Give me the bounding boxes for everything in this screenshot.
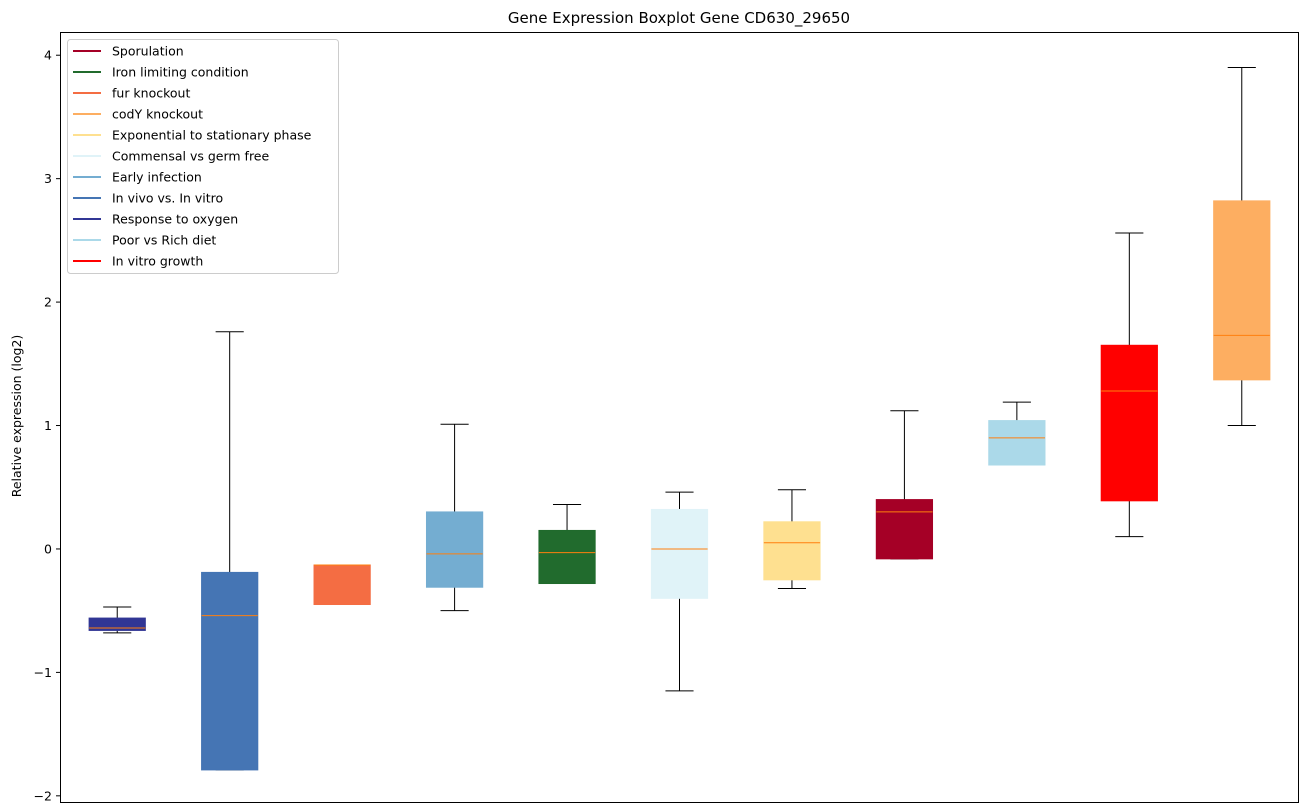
box-iqr <box>538 529 596 585</box>
box-iqr <box>1100 344 1158 502</box>
y-tick-label: 0 <box>44 541 52 556</box>
legend-label: fur knockout <box>112 86 190 101</box>
y-tick-label: 4 <box>44 48 52 63</box>
legend-label: Commensal vs germ free <box>112 149 269 164</box>
box-in-vitro-growth <box>1100 232 1158 538</box>
legend-frame <box>67 39 339 274</box>
y-tick-label: 3 <box>44 171 52 186</box>
box-poor-vs-rich-diet <box>988 401 1046 466</box>
legend-item: Sporulation <box>73 44 184 59</box>
legend-label: Early infection <box>112 170 202 185</box>
legend-item: In vitro growth <box>73 254 203 269</box>
legend-label: In vivo vs. In vitro <box>112 191 223 206</box>
box-iron-limiting-condition <box>538 504 596 585</box>
legend-label: codY knockout <box>112 107 203 122</box>
box-early-infection <box>425 423 484 612</box>
box-iqr <box>313 564 371 606</box>
legend-item: Early infection <box>73 170 202 185</box>
legend-label: Poor vs Rich diet <box>112 233 216 248</box>
y-axis-label: Relative expression (log2) <box>9 335 24 498</box>
legend-item: codY knockout <box>73 107 203 122</box>
legend-item: Iron limiting condition <box>73 65 249 80</box>
box-iqr <box>650 508 709 599</box>
box-cody-knockout <box>1213 67 1271 427</box>
legend-item: Exponential to stationary phase <box>73 128 312 143</box>
y-tick-label: 2 <box>44 295 52 310</box>
plot-frame <box>60 32 1299 803</box>
box-fur-knockout <box>313 564 371 606</box>
box-sporulation <box>875 410 934 560</box>
box-iqr <box>1213 200 1271 381</box>
legend-items: Sporulation Iron limiting condition fur kn… <box>73 44 312 269</box>
y-tick-label: −2 <box>34 788 52 803</box>
box-iqr <box>988 420 1046 466</box>
y-tick-label: −1 <box>34 665 52 680</box>
box-iqr <box>88 617 146 631</box>
box-iqr <box>425 511 484 588</box>
legend-label: In vitro growth <box>112 254 203 269</box>
legend-item: In vivo vs. In vitro <box>73 191 223 206</box>
legend-item: fur knockout <box>73 86 190 101</box>
chart-title: Gene Expression Boxplot Gene CD630_29650 <box>508 9 850 28</box>
legend-label: Iron limiting condition <box>112 65 249 80</box>
box-iqr <box>201 571 259 771</box>
legend-label: Response to oxygen <box>112 212 238 227</box>
y-tick-label: 1 <box>44 418 52 433</box>
y-axis-ticks: −2 −1 0 1 2 3 4 <box>34 48 61 803</box>
box-commensal-vs-germ-free <box>650 491 709 692</box>
legend-label: Sporulation <box>112 44 184 59</box>
legend-item: Response to oxygen <box>73 212 238 227</box>
box-response-to-oxygen <box>88 606 146 634</box>
legend-item: Commensal vs germ free <box>73 149 269 164</box>
box-in-vivo-vs-in-vitro <box>201 331 259 771</box>
legend-item: Poor vs Rich diet <box>73 233 216 248</box>
legend-label: Exponential to stationary phase <box>112 128 312 143</box>
legend: Sporulation Iron limiting condition fur kn… <box>67 39 339 274</box>
box-iqr <box>875 499 934 560</box>
box-iqr <box>763 521 821 581</box>
box-exponential-to-stationary-phase <box>763 489 821 589</box>
boxes-group <box>88 67 1271 771</box>
